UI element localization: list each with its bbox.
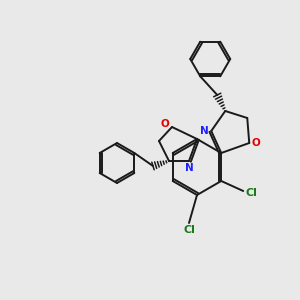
Text: Cl: Cl — [183, 225, 195, 235]
Text: Cl: Cl — [245, 188, 257, 198]
Text: N: N — [200, 126, 208, 136]
Text: O: O — [252, 138, 261, 148]
Text: O: O — [160, 119, 169, 129]
Text: N: N — [184, 163, 194, 173]
